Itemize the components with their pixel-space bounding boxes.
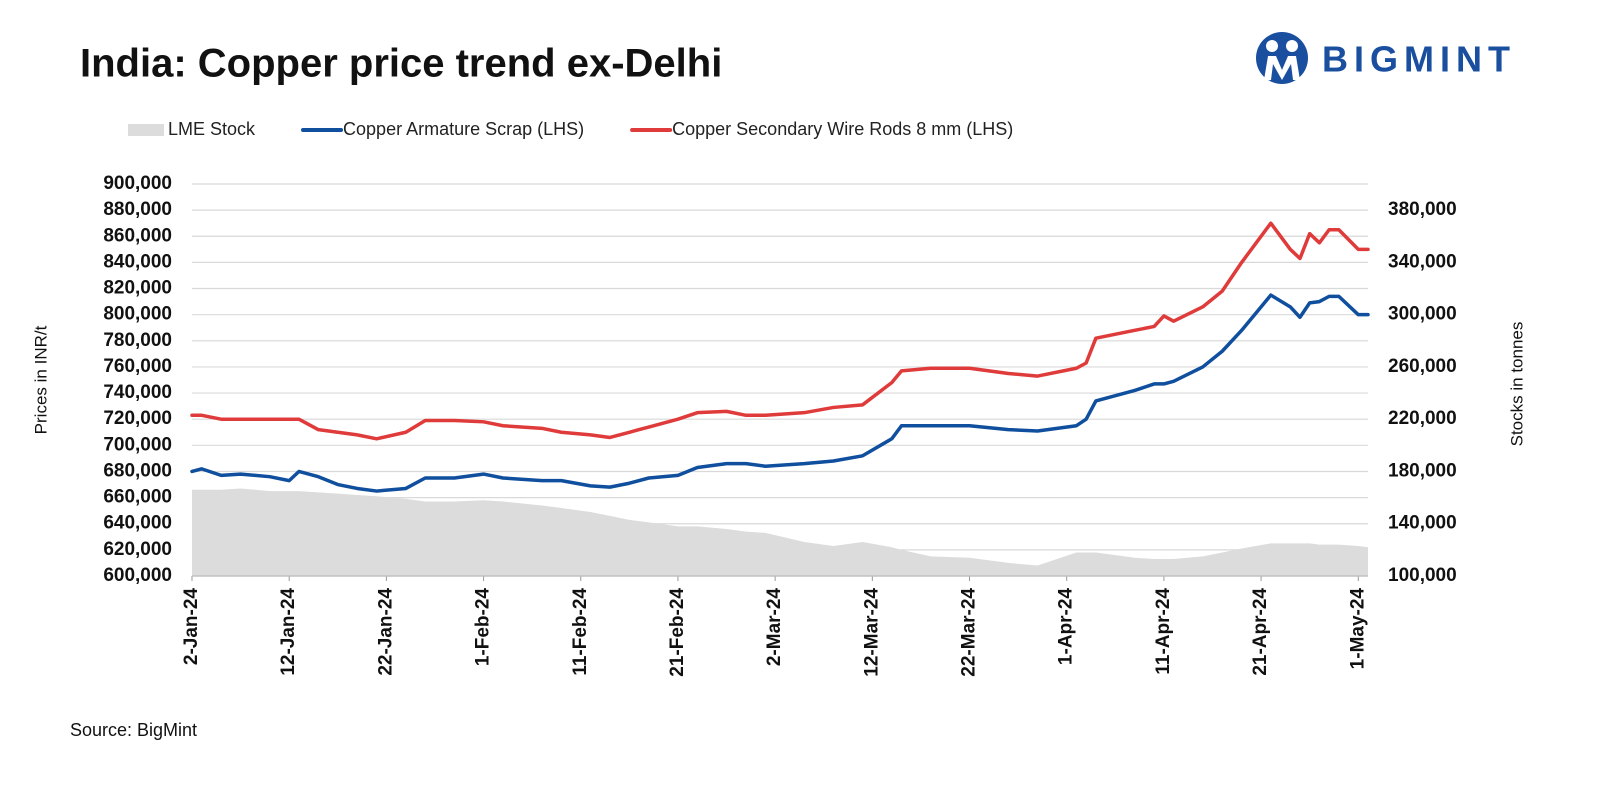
y-axis-label: Prices in INR/t [31, 325, 50, 434]
logo-icon [1264, 56, 1300, 80]
y-tick-label: 840,000 [103, 251, 172, 272]
y2-tick-label: 340,000 [1388, 251, 1457, 272]
y2-tick-label: 100,000 [1388, 565, 1457, 586]
y-tick-label: 760,000 [103, 356, 172, 377]
y-tick-label: 680,000 [103, 460, 172, 481]
line [190, 221, 1370, 441]
line [190, 293, 1370, 493]
x-tick-label: 21-Feb-24 [667, 588, 688, 677]
y-tick-label: 800,000 [103, 304, 172, 325]
axes: 600,000 620,000 640,000 660,000 680,000 700,0… [103, 173, 1456, 677]
x-tick-label: 2-Jan-24 [181, 588, 202, 666]
y-tick-label: 900,000 [103, 173, 172, 194]
logo-text: BIGMINT [1322, 39, 1516, 80]
x-tick-label: 2-Mar-24 [764, 588, 785, 667]
y-tick-label: 860,000 [103, 225, 172, 246]
logo: BIGMINT [1256, 32, 1516, 84]
y2-tick-label: 140,000 [1388, 513, 1457, 534]
y-tick-label: 720,000 [103, 408, 172, 429]
x-tick-label: 21-Apr-24 [1250, 588, 1271, 676]
x-tick-label: 1-Feb-24 [473, 588, 494, 667]
y-tick-label: 620,000 [103, 539, 172, 560]
y-tick-label: 740,000 [103, 382, 172, 403]
logo-icon [1286, 40, 1298, 52]
x-tick-label: 12-Jan-24 [278, 588, 299, 676]
y-tick-label: 600,000 [103, 565, 172, 586]
source-note: Source: BigMint [70, 720, 197, 740]
legend: LME Stock Copper Armature Scrap (LHS) Copp… [128, 119, 1013, 139]
x-tick-label: 1-Apr-24 [1056, 588, 1077, 666]
chart-title: India: Copper price trend ex-Delhi [80, 42, 722, 86]
x-tick-label: 22-Jan-24 [375, 588, 396, 676]
x-tick-label: 11-Feb-24 [570, 588, 591, 676]
x-tick-label: 22-Mar-24 [959, 588, 980, 677]
legend-swatch [128, 124, 164, 136]
plot-area [190, 221, 1370, 576]
y2-tick-label: 220,000 [1388, 408, 1457, 429]
y2-tick-label: 260,000 [1388, 356, 1457, 377]
x-tick-label: 11-Apr-24 [1153, 588, 1174, 675]
y-tick-label: 820,000 [103, 278, 172, 299]
x-tick-label: 1-May-24 [1347, 588, 1368, 670]
y-tick-label: 700,000 [103, 434, 172, 455]
y2-tick-label: 300,000 [1388, 304, 1457, 325]
y-tick-label: 640,000 [103, 513, 172, 534]
y2-tick-label: 180,000 [1388, 460, 1457, 481]
legend-label: LME Stock [168, 119, 256, 139]
y-tick-label: 880,000 [103, 199, 172, 220]
x-tick-label: 12-Mar-24 [861, 588, 882, 677]
logo-icon [1266, 40, 1278, 52]
y-tick-label: 780,000 [103, 330, 172, 351]
y2-axis-label: Stocks in tonnes [1507, 322, 1526, 447]
legend-label: Copper Secondary Wire Rods 8 mm (LHS) [672, 119, 1013, 139]
y2-tick-label: 380,000 [1388, 199, 1457, 220]
y-tick-label: 660,000 [103, 487, 172, 508]
legend-label: Copper Armature Scrap (LHS) [343, 119, 584, 139]
area [192, 488, 1368, 576]
